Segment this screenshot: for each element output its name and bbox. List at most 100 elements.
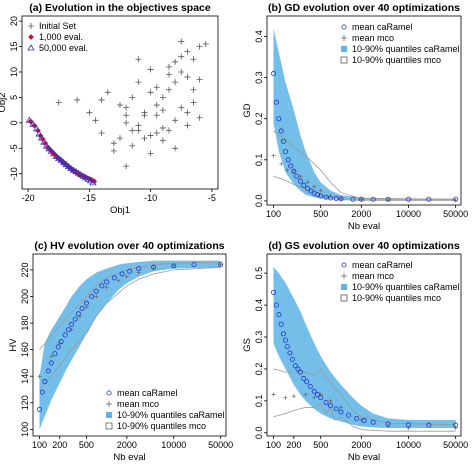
x-axis-label: Obj1 [110,205,130,216]
mean-mco-point [318,188,323,193]
mean-caramel-point [75,311,81,317]
scatter-point [196,76,203,83]
mean-mco-point [328,193,333,198]
scatter-point [202,40,209,47]
mean-mco-point [283,395,288,400]
scatter-point [92,117,99,124]
scatter-point [129,127,136,134]
mean-caramel-point [361,418,367,424]
scatter-point [110,147,117,154]
scatter-point [159,124,166,131]
chart-title: (b) GD evolution over 40 optimizations [268,2,460,14]
mean-caramel-point [280,138,286,144]
mean-caramel-point [45,368,51,374]
mean-caramel-point [370,419,376,425]
scatter-point [159,107,166,114]
chart-title: (d) GS evolution over 40 optimizations [268,240,460,252]
mean-caramel-point [271,71,277,77]
mean-caramel-point [295,366,301,372]
y-tick-label: 180 [20,316,30,331]
mean-mco-point [318,392,323,397]
mean-caramel-point [282,149,288,155]
mean-mco-point [151,266,156,271]
scatter-point [141,135,148,142]
mean-mco-point [84,305,89,310]
y-tick-label: 15 [9,42,19,52]
scatter-point [45,145,53,152]
mean-mco-point [171,263,176,268]
scatter-point [135,122,142,129]
scatter-point [55,99,62,106]
scatter-point [89,179,97,186]
mean-caramel-point [99,283,105,289]
y-axis-label: Obj2 [0,92,8,112]
y-tick-label: 0 [9,120,19,125]
mean-caramel-point [273,99,279,105]
x-tick-label: 50000 [208,440,233,450]
plot-area [271,28,459,203]
scatter-point [178,104,185,111]
mean-caramel-point [52,351,58,357]
plot-area [37,260,224,430]
scatter-point [159,94,166,101]
scatter-point [172,145,179,152]
scatter-point [55,154,63,161]
mean-mco-point [386,198,391,203]
scatter-point [59,158,68,165]
scatter-point [25,116,34,123]
legend-label: 10-90% quantiles mco [352,293,441,303]
scatter-point [153,130,160,137]
y-tick-label: 140 [20,369,30,384]
scatter-point [123,112,130,119]
scatter-point [135,79,142,86]
y-tick-label: 0.5 [254,267,264,280]
x-tick-label: -10 [144,193,157,203]
legend-key [28,23,34,29]
scatter-point [86,109,93,116]
mean-caramel-point [315,192,321,198]
mean-mco-point [312,184,317,189]
mean-mco-point [218,262,223,267]
mean-caramel-point [350,196,356,202]
y-axis-label: GS [242,338,253,352]
scatter-point [135,56,142,63]
scatter-point [110,140,117,147]
mco-quantile-high-line [273,130,456,200]
y-tick-label: 10 [9,67,19,77]
mean-caramel-point [55,344,61,350]
legend-key [341,262,347,268]
x-tick-label: 2000 [117,440,137,450]
scatter-point [129,142,136,149]
scatter-point [37,134,46,141]
x-tick-label: 500 [313,209,328,219]
scatter-point [123,163,130,170]
y-tick-label: 100 [20,422,30,437]
x-tick-label: -5 [208,193,216,203]
mean-mco-point [94,294,99,299]
scatter-point [184,122,191,129]
mean-mco-point [37,374,42,379]
legend-key [106,390,112,396]
y-tick-label: 0.0 [254,195,264,208]
legend-key [340,294,348,302]
y-tick-label: 120 [20,395,30,410]
mean-caramel-point [292,363,298,369]
mean-caramel-point [304,379,310,385]
mean-caramel-point [273,302,279,308]
scatter-point [166,71,172,78]
mean-mco-point [359,418,364,423]
x-tick-label: 2000 [351,209,371,219]
mean-caramel-point [307,384,313,390]
x-axis-label: Nb eval [348,452,380,463]
mean-caramel-point [39,389,45,395]
mean-caramel-point [89,294,95,300]
legend-key [341,24,347,30]
x-tick-label: 2000 [351,440,371,450]
legend-label: Initial Set [39,21,77,31]
scatter-point [29,120,37,127]
x-tick-label: 10000 [396,440,421,450]
y-tick-label: 0.0 [254,427,264,440]
